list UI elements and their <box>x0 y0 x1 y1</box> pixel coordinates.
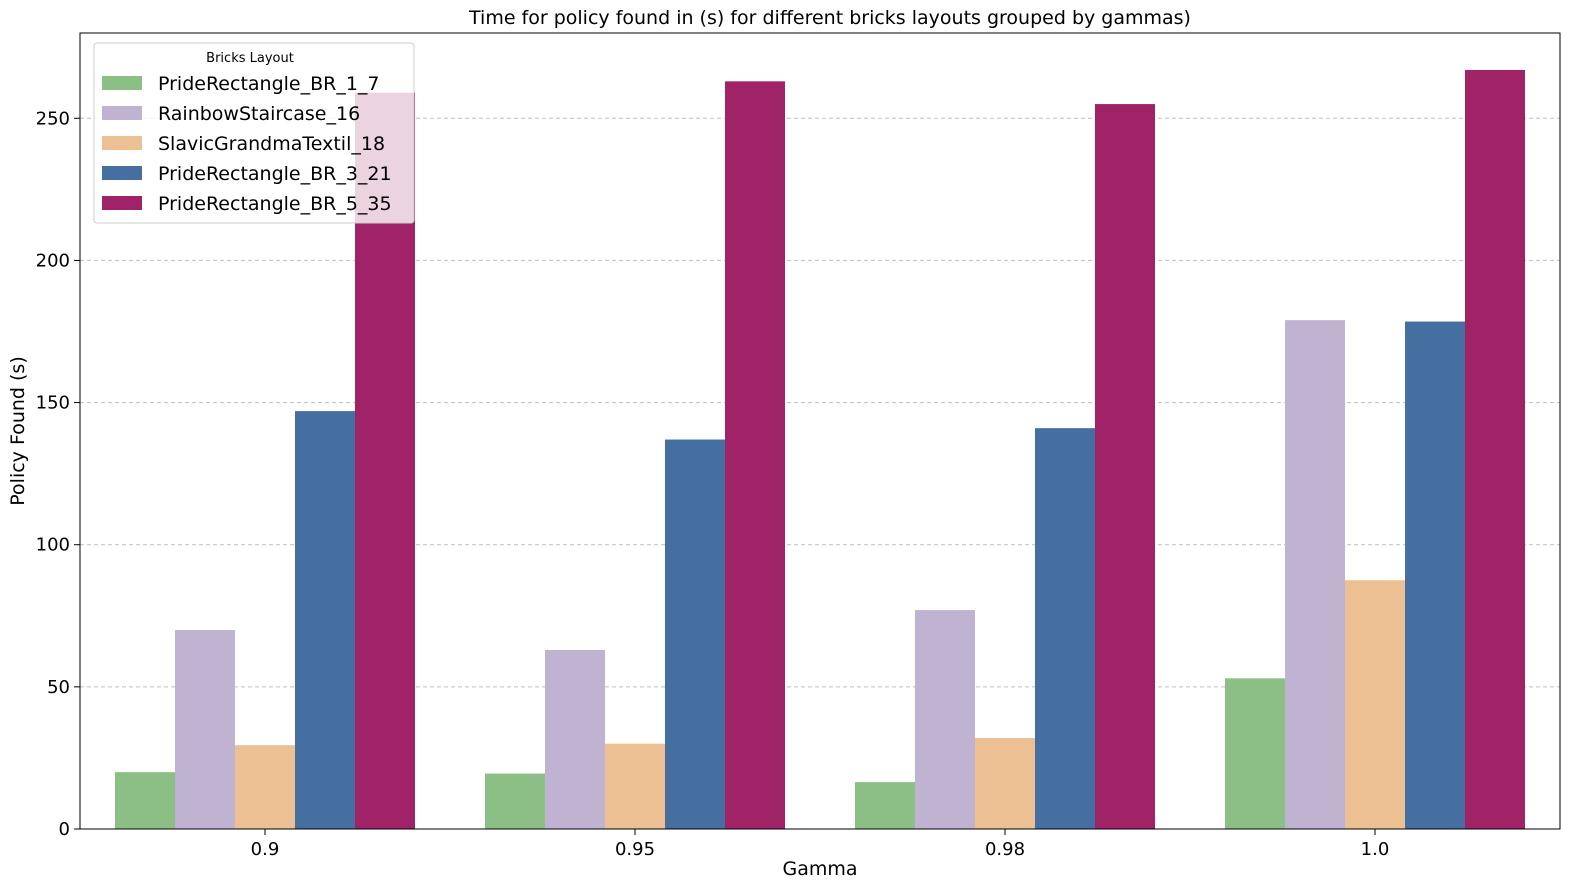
x-tick-label: 0.95 <box>615 839 655 860</box>
y-tick-label: 200 <box>36 250 70 271</box>
bar <box>175 630 235 829</box>
legend-box <box>93 42 415 224</box>
bar <box>1225 678 1285 829</box>
legend-swatch <box>102 106 142 120</box>
chart-title: Time for policy found in (s) for differe… <box>468 7 1191 29</box>
y-tick-label: 100 <box>36 535 70 556</box>
legend-label: PrideRectangle_BR_3_21 <box>158 163 392 185</box>
legend-label: RainbowStaircase_16 <box>158 103 360 125</box>
bar <box>665 439 725 829</box>
bar <box>115 772 175 829</box>
bar <box>1035 428 1095 829</box>
legend-swatch <box>102 166 142 180</box>
x-axis-label: Gamma <box>782 858 857 880</box>
x-axis-ticks: 0.9 0.95 0.98 1.0 <box>251 829 1390 860</box>
y-axis-label: Policy Found (s) <box>7 356 29 505</box>
legend-swatch <box>102 136 142 150</box>
bar <box>235 745 295 829</box>
x-tick-label: 1.0 <box>1361 839 1390 860</box>
legend: Bricks Layout PrideRectangle_BR_1_7 Rainb… <box>93 42 415 224</box>
legend-items: PrideRectangle_BR_1_7 RainbowStaircase_16… <box>102 73 392 215</box>
bar <box>605 743 665 829</box>
y-tick-label: 0 <box>59 819 70 840</box>
legend-swatch <box>102 76 142 90</box>
legend-title: Bricks Layout <box>206 51 294 66</box>
x-tick-label: 0.98 <box>985 839 1025 860</box>
bar <box>855 782 915 829</box>
y-tick-label: 250 <box>36 108 70 129</box>
bar <box>1285 320 1345 829</box>
y-axis-ticks: 0 50 100 150 200 250 <box>36 108 80 840</box>
bar <box>915 610 975 829</box>
bar <box>545 649 605 829</box>
legend-swatch <box>102 196 142 210</box>
bar <box>295 411 355 829</box>
legend-label: SlavicGrandmaTextil_18 <box>158 133 385 155</box>
plot-frame <box>79 32 1561 830</box>
legend-label: PrideRectangle_BR_1_7 <box>158 73 380 95</box>
y-tick-label: 50 <box>47 677 70 698</box>
legend-label: PrideRectangle_BR_5_35 <box>158 193 392 215</box>
bar <box>485 773 545 829</box>
bar <box>1405 321 1465 829</box>
bar <box>1465 69 1525 829</box>
x-tick-label: 0.9 <box>251 839 280 860</box>
y-tick-label: 150 <box>36 393 70 414</box>
bar <box>725 81 785 830</box>
bar <box>1095 104 1155 830</box>
bar <box>975 738 1035 829</box>
bar <box>1345 580 1405 829</box>
